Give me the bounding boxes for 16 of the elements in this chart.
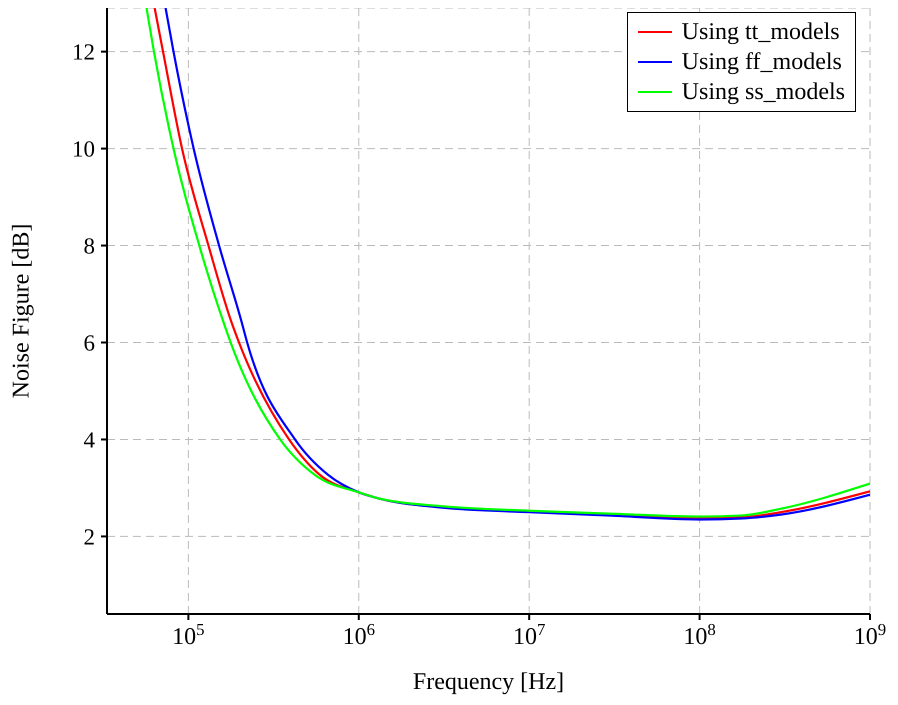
x-axis-title: Frequency [Hz]	[412, 669, 564, 695]
y-axis-title: Noise Figure [dB]	[8, 224, 35, 398]
y-tick-label: 12	[72, 40, 95, 65]
x-tick-label: 10$^{5}$	[172, 620, 205, 650]
y-tick-label: 8	[84, 234, 95, 259]
x-tick-label: 10$^{6}$	[342, 620, 375, 650]
y-tick-label: 2	[84, 524, 95, 550]
legend-label: Using ff_models	[682, 48, 842, 77]
y-tick-label: 10	[72, 136, 95, 162]
x-tick-label: 10$^{9}$	[854, 620, 886, 650]
y-tick-label: 6	[84, 330, 95, 356]
x-tick-label: 10$^{7}$	[512, 620, 546, 650]
legend-label: Using ss_models	[682, 78, 845, 107]
x-tick-label: 10$^{8}$	[683, 620, 716, 650]
y-tick-label: 4	[84, 427, 96, 452]
legend-label: Using tt_models	[682, 18, 840, 47]
